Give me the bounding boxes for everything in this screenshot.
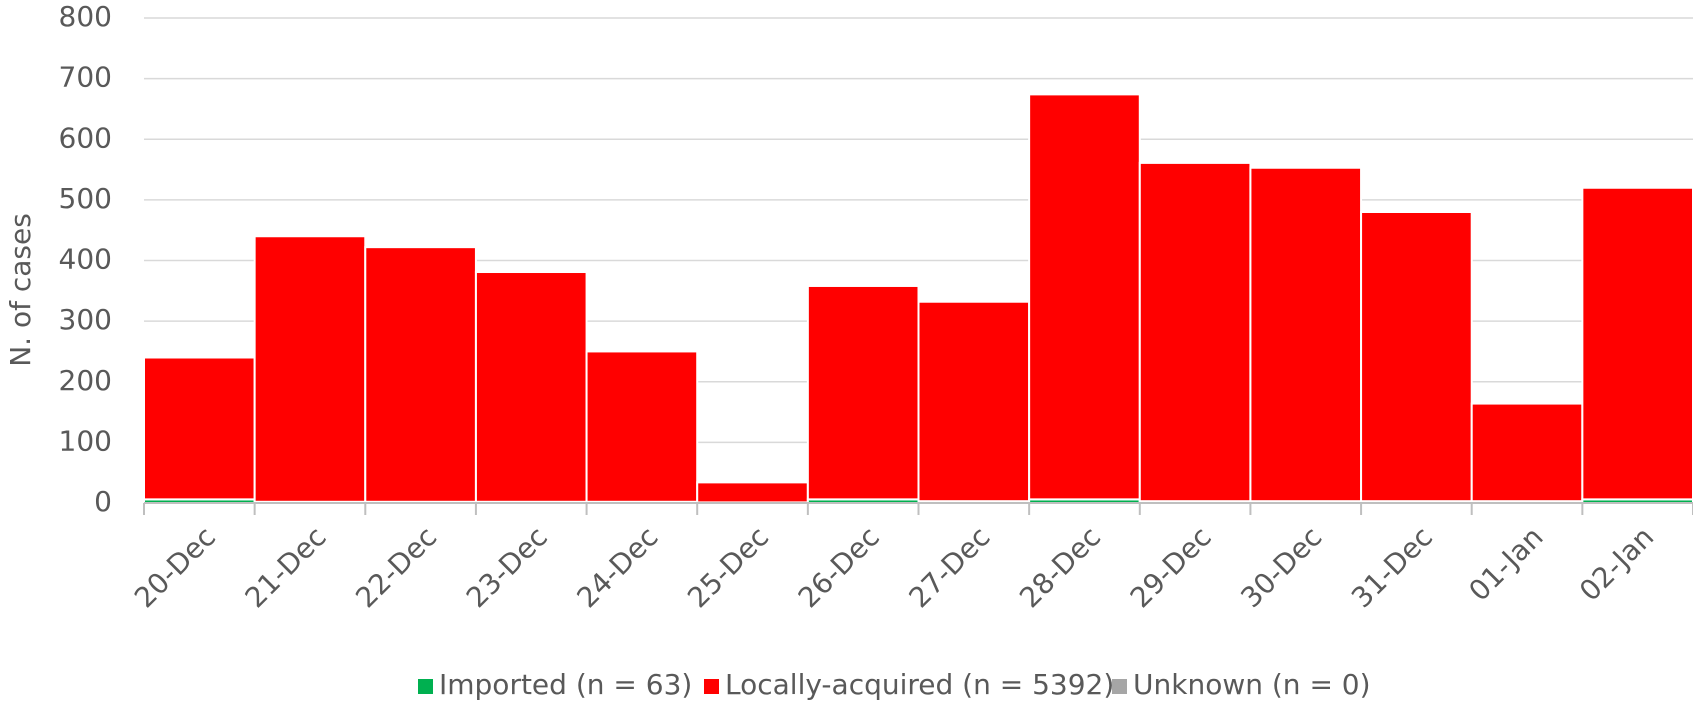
legend-label: Locally-acquired (n = 5392) <box>725 668 1114 701</box>
x-tick-label: 27-Dec <box>902 520 996 614</box>
y-tick-label: 100 <box>59 424 112 457</box>
x-tick-label: 22-Dec <box>349 520 443 614</box>
y-tick-label: 500 <box>59 182 112 215</box>
y-tick-label: 0 <box>94 485 112 518</box>
legend-swatch <box>704 679 719 694</box>
bar-segment <box>364 246 477 503</box>
x-tick-label: 28-Dec <box>1013 520 1107 614</box>
x-tick-label: 25-Dec <box>681 520 775 614</box>
y-tick-label: 200 <box>59 364 112 397</box>
y-tick-label: 300 <box>59 303 112 336</box>
bar-segment <box>696 481 809 504</box>
x-tick-label: 31-Dec <box>1345 520 1439 614</box>
x-tick-label: 23-Dec <box>460 520 554 614</box>
x-tick-label: 30-Dec <box>1234 520 1328 614</box>
bar-segment <box>253 235 367 503</box>
legend-label: Imported (n = 63) <box>439 668 692 701</box>
x-tick-label: 26-Dec <box>792 520 886 614</box>
bar-segment <box>474 271 588 503</box>
x-tick-label: 29-Dec <box>1124 520 1218 614</box>
legend-label: Unknown (n = 0) <box>1133 668 1371 701</box>
x-tick-label: 24-Dec <box>571 520 665 614</box>
bar-segment <box>1470 402 1584 503</box>
y-axis-title: N. of cases <box>4 213 37 367</box>
x-tick-label: 21-Dec <box>239 520 333 614</box>
y-tick-label: 700 <box>59 61 112 94</box>
y-tick-label: 800 <box>59 0 112 33</box>
x-tick-label: 20-Dec <box>128 520 222 614</box>
bar-segment <box>1581 186 1693 501</box>
bar-segment <box>585 350 699 503</box>
x-tick-label: 01-Jan <box>1462 520 1549 607</box>
legend-swatch <box>1112 679 1127 694</box>
y-tick-label: 400 <box>59 243 112 276</box>
bar-segment <box>1360 211 1473 503</box>
x-tick-label: 02-Jan <box>1573 520 1660 607</box>
bar-segment <box>1028 93 1141 501</box>
bar-segment <box>1138 161 1252 503</box>
bar-segment <box>1249 166 1363 503</box>
bar-segment <box>143 356 256 501</box>
bar-segment <box>917 300 1031 503</box>
y-tick-label: 600 <box>59 121 112 154</box>
legend-swatch <box>418 679 433 694</box>
bar-segment <box>806 284 920 501</box>
